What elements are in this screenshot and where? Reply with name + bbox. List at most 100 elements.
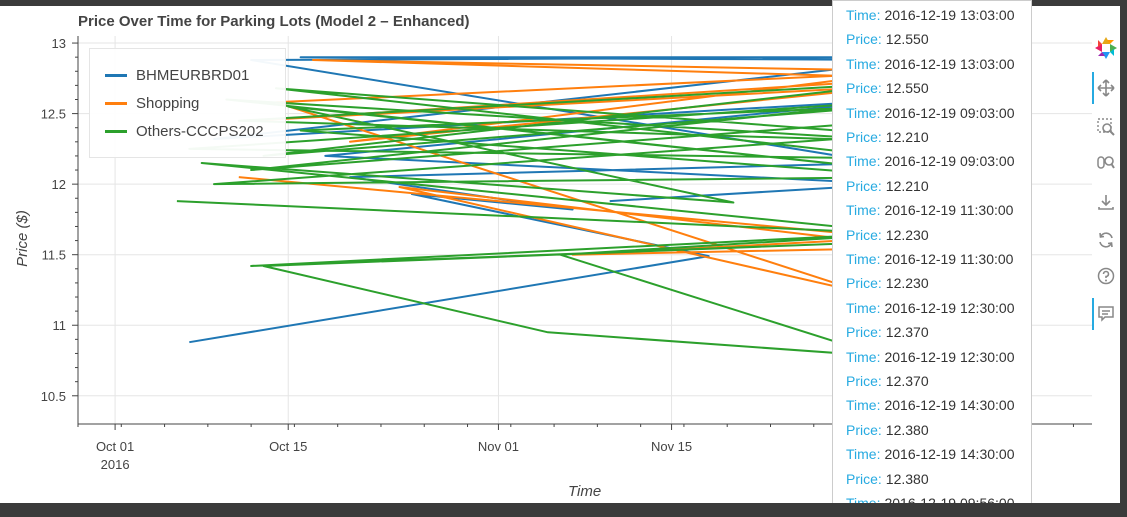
y-tick-label: 11 <box>53 318 67 333</box>
tooltip-value: 2016-12-19 09:03:00 <box>884 153 1015 170</box>
y-tick-label: 13 <box>52 36 66 51</box>
wheel-zoom-icon <box>1096 152 1116 172</box>
legend[interactable]: BHMEURBRD01 Shopping Others-CCCPS202 <box>89 48 286 158</box>
pan-icon <box>1096 78 1116 98</box>
x-tick-label: Nov 15 <box>651 439 692 454</box>
tooltip-value: 2016-12-19 13:03:00 <box>884 55 1015 72</box>
tooltip-price-row: Price: 12.210 <box>846 178 929 194</box>
y-tick-label: 12 <box>52 177 66 192</box>
hover-icon <box>1096 304 1116 324</box>
tooltip-price-row: Price: 12.230 <box>846 227 929 243</box>
tooltip-value: 2016-12-19 09:03:00 <box>884 104 1015 121</box>
save-icon <box>1096 192 1116 212</box>
tooltip-value: 12.230 <box>885 275 929 292</box>
tooltip-price-row: Price: 12.370 <box>846 324 929 340</box>
tooltip-key: Time: <box>846 299 881 316</box>
tooltip-value: 12.550 <box>885 31 929 48</box>
legend-label: Shopping <box>136 94 200 112</box>
legend-item[interactable]: BHMEURBRD01 <box>105 65 249 85</box>
plot-toolbar[interactable] <box>1092 30 1120 350</box>
box-zoom-tool-button[interactable] <box>1092 113 1120 141</box>
tooltip-value: 12.380 <box>885 421 929 438</box>
tooltip-key: Price: <box>846 177 882 194</box>
tooltip-key: Time: <box>846 446 881 463</box>
tooltip-key: Price: <box>846 324 882 341</box>
tooltip-time-row: Time: 2016-12-19 13:03:00 <box>846 56 1014 72</box>
wheel-zoom-tool-button[interactable] <box>1092 148 1120 176</box>
tooltip-key: Price: <box>846 275 882 292</box>
x-axis-label: Time <box>568 483 602 500</box>
legend-swatch <box>105 101 127 105</box>
y-tick-label: 11.5 <box>42 248 66 263</box>
x-tick-sublabel: 2016 <box>101 457 130 472</box>
series-line-bhmeurbrd01 <box>189 56 920 344</box>
tooltip-value: 2016-12-19 12:30:00 <box>884 299 1015 316</box>
legend-swatch <box>105 129 127 133</box>
tooltip-key: Time: <box>846 104 881 121</box>
bokeh-logo-tool-button[interactable] <box>1092 34 1120 62</box>
box-zoom-icon <box>1096 117 1116 137</box>
series-line-shopping <box>238 59 933 296</box>
tooltip-value: 12.230 <box>885 226 929 243</box>
y-tick-label: 12.5 <box>41 107 66 122</box>
tooltip-value: 2016-12-19 11:30:00 <box>884 202 1014 219</box>
x-tick-label: Nov 01 <box>478 439 519 454</box>
tooltip-price-row: Price: 12.380 <box>846 422 929 438</box>
y-axis-label: Price ($) <box>13 210 31 267</box>
tooltip-time-row: Time: 2016-12-19 09:03:00 <box>846 105 1014 121</box>
tooltip-key: Price: <box>846 470 882 487</box>
tooltip-key: Price: <box>846 226 882 243</box>
x-tick-label: Oct 01 <box>96 439 134 454</box>
tooltip-price-row: Price: 12.370 <box>846 373 929 389</box>
tooltip-key: Price: <box>846 31 882 48</box>
tooltip-key: Price: <box>846 80 882 97</box>
axes: 10.5 11 11.5 12 12.5 13 Oct 01 2016 Oct 15 Nov 01… <box>41 36 1092 472</box>
help-tool-button[interactable] <box>1092 262 1120 290</box>
help-icon <box>1096 266 1116 286</box>
tooltip-value: 2016-12-19 11:30:00 <box>884 251 1014 267</box>
tooltip-key: Time: <box>846 397 881 414</box>
series-lines <box>176 56 933 358</box>
tooltip-value: 12.370 <box>885 373 929 389</box>
bokeh-logo-icon <box>1094 36 1118 60</box>
tooltip-key: Time: <box>846 153 881 170</box>
tooltip-value: 12.380 <box>885 470 929 487</box>
save-tool-button[interactable] <box>1092 188 1120 216</box>
window-bottom-border <box>0 503 1127 517</box>
tooltip-value: 2016-12-19 14:30:00 <box>884 397 1015 414</box>
x-tick-label: Oct 15 <box>269 439 307 454</box>
window-right-border <box>1120 0 1127 517</box>
tooltip-time-row: Time: 2016-12-19 14:30:00 <box>846 446 1014 462</box>
tooltip-price-row: Price: 12.550 <box>846 80 929 96</box>
tooltip-time-row: Time: 2016-12-19 13:03:00 <box>846 7 1014 23</box>
tooltip-key: Price: <box>846 129 882 145</box>
tooltip-key: Time: <box>846 202 881 219</box>
legend-item[interactable]: Shopping <box>105 93 199 113</box>
tooltip-value: 12.370 <box>885 324 929 341</box>
reset-tool-button[interactable] <box>1092 226 1120 254</box>
hover-tool-button[interactable] <box>1092 300 1120 328</box>
tooltip-time-row: Time: 2016-12-19 12:30:00 <box>846 349 1014 365</box>
y-tick-label: 10.5 <box>41 389 66 404</box>
chart-title: Price Over Time for Parking Lots (Model … <box>78 13 470 30</box>
pan-tool-button[interactable] <box>1092 74 1120 102</box>
tooltip-key: Time: <box>846 55 881 72</box>
legend-swatch <box>105 73 127 77</box>
tooltip-time-row: Time: 2016-12-19 14:30:00 <box>846 397 1014 413</box>
tooltip-value: 2016-12-19 13:03:00 <box>884 7 1015 23</box>
tooltip-key: Time: <box>846 7 881 23</box>
tooltip-price-row: Price: 12.210 <box>846 129 929 145</box>
tooltip-price-row: Price: 12.380 <box>846 471 929 487</box>
tooltip-value: 12.550 <box>885 80 929 97</box>
tooltip-price-row: Price: 12.230 <box>846 275 929 291</box>
legend-label: BHMEURBRD01 <box>136 66 250 84</box>
reset-icon <box>1096 230 1116 250</box>
tooltip-time-row: Time: 2016-12-19 11:30:00 <box>846 202 1013 218</box>
active-tool-indicator <box>1092 298 1094 330</box>
legend-item[interactable]: Others-CCCPS202 <box>105 121 264 141</box>
tooltip-key: Time: <box>846 348 881 365</box>
active-tool-indicator <box>1092 72 1094 104</box>
tooltip-value: 12.210 <box>885 129 929 145</box>
tooltip-key: Price: <box>846 373 882 389</box>
hover-tooltip: Time: 2016-12-19 13:03:00 Price: 12.550 Time… <box>832 0 1032 517</box>
